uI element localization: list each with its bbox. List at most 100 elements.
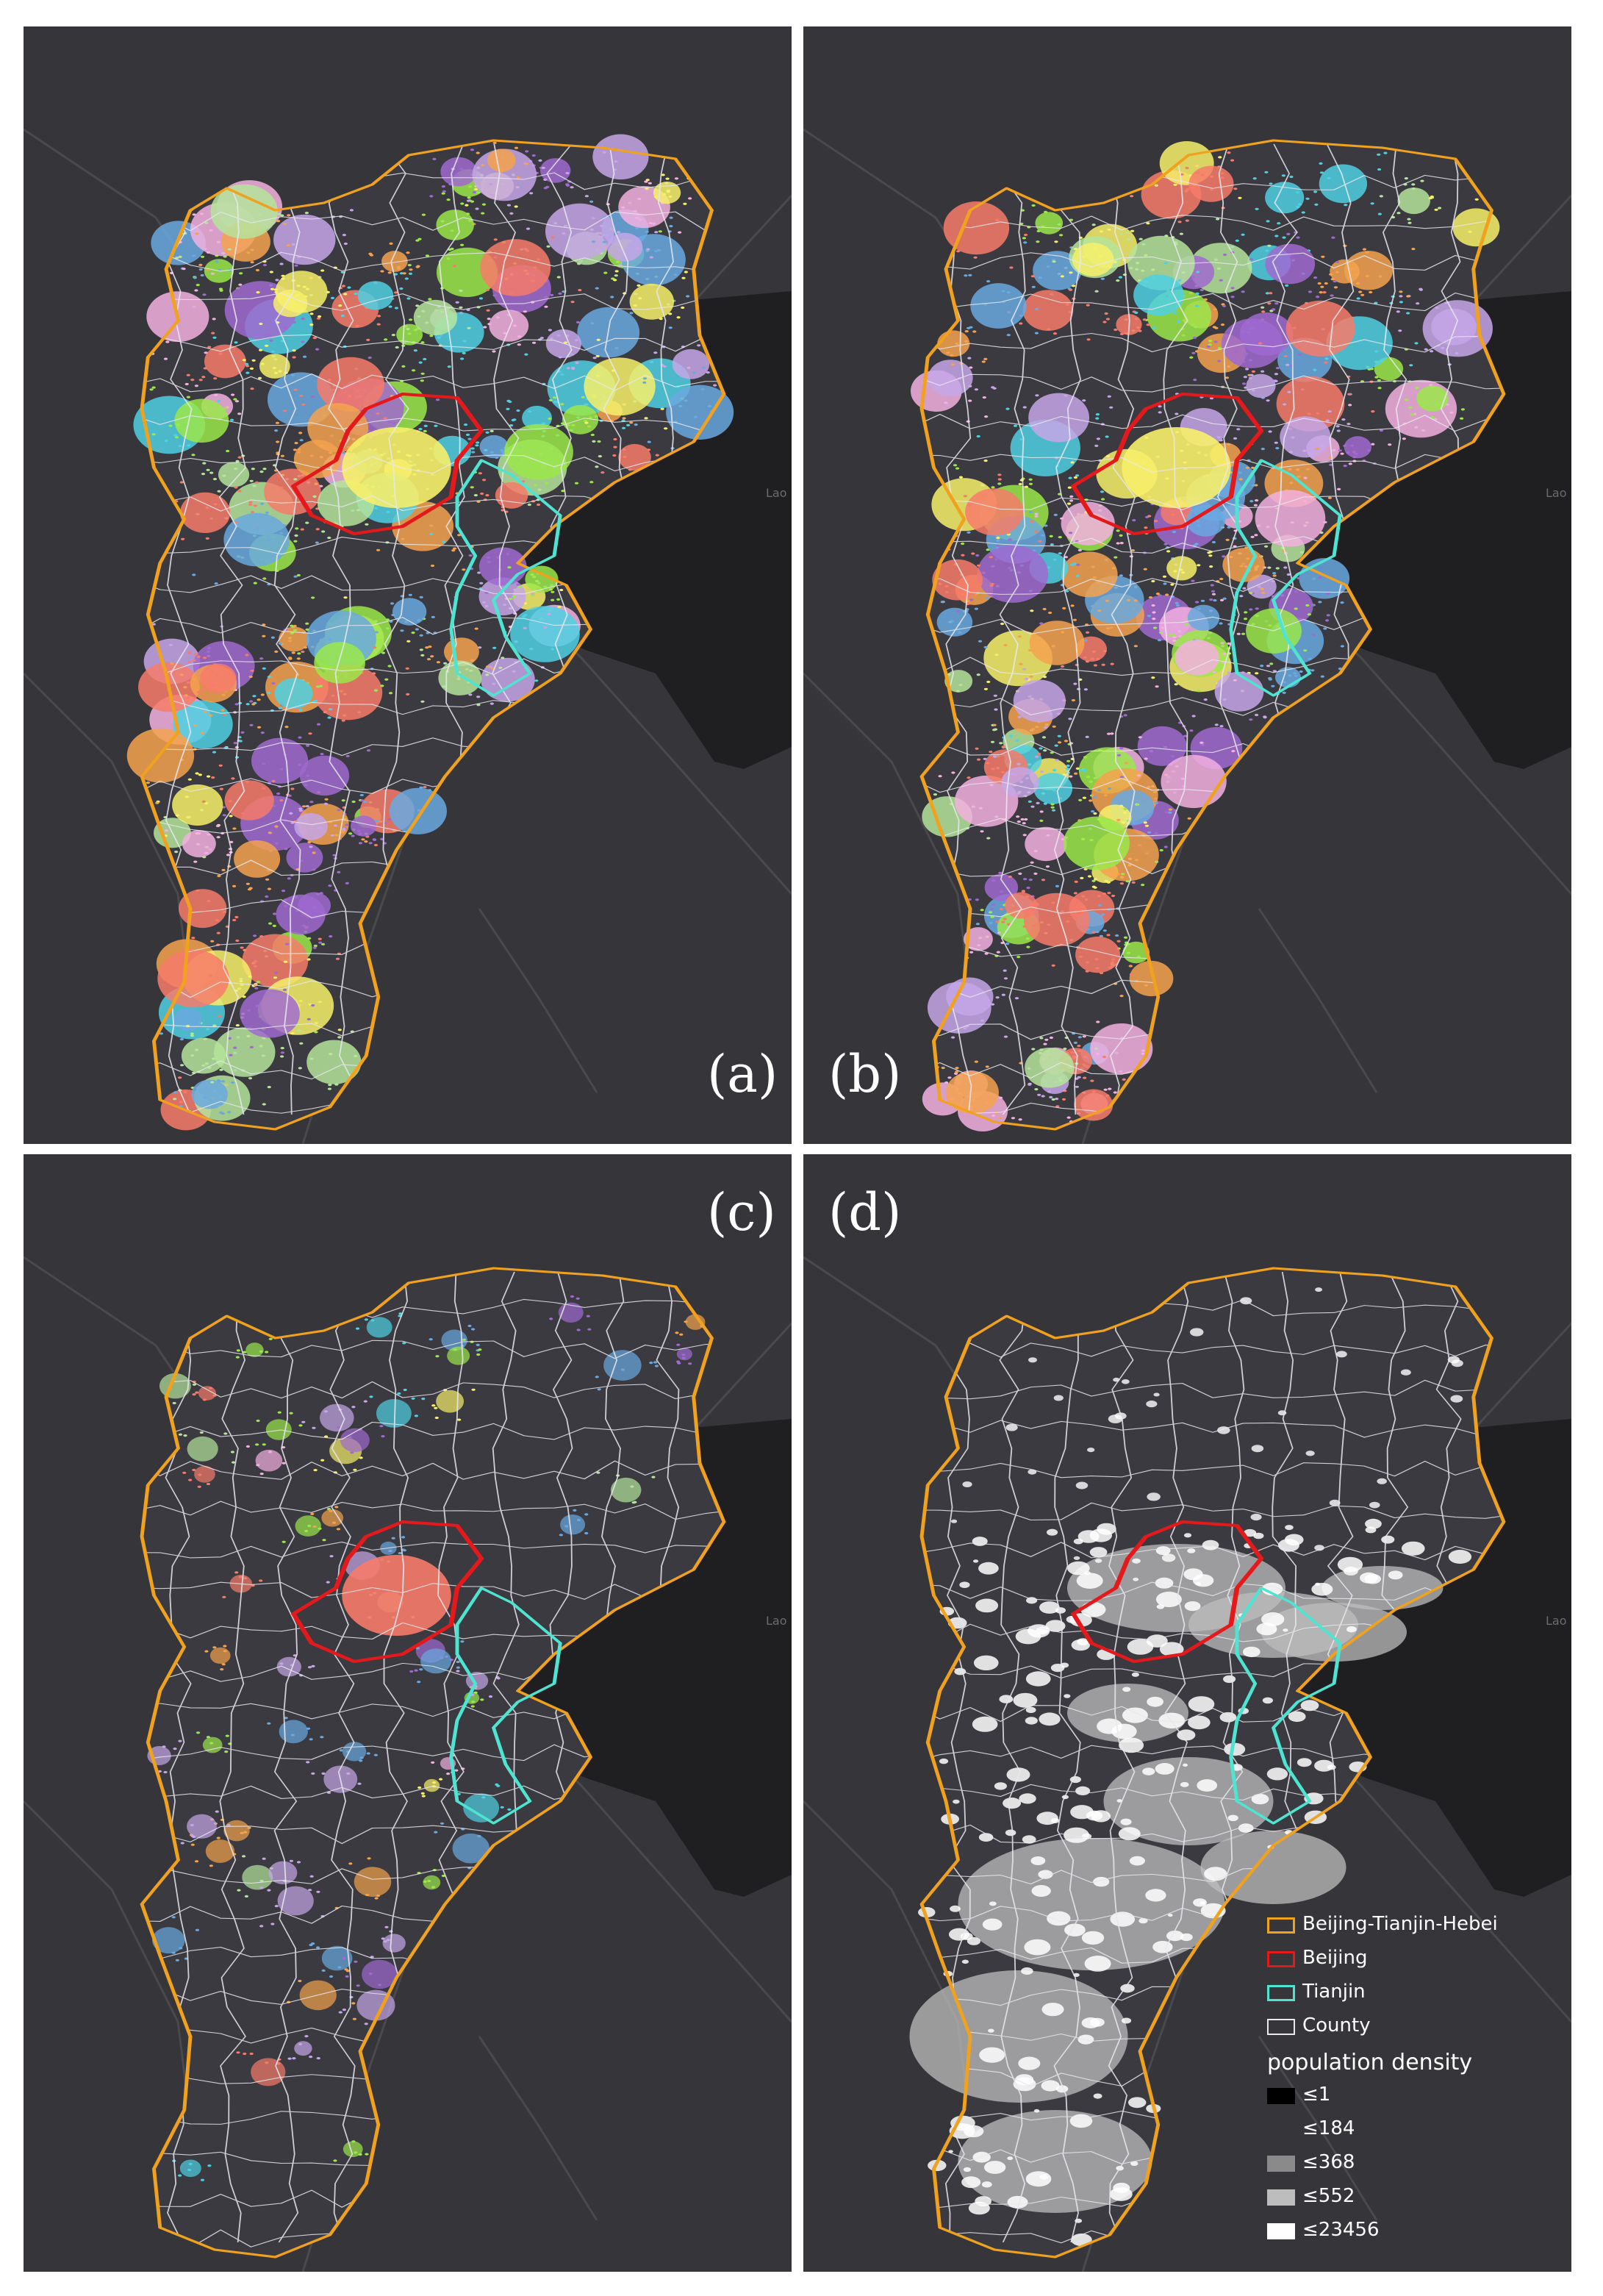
cluster-dot <box>212 478 218 481</box>
cluster-dot <box>985 596 990 599</box>
cluster-dot <box>576 1518 581 1522</box>
cluster-dot <box>512 418 517 421</box>
cluster-dot <box>1043 802 1047 805</box>
cluster-dot <box>297 1029 301 1032</box>
cluster-dot <box>487 323 492 326</box>
cluster-dot <box>1054 240 1058 243</box>
cluster-dot <box>467 185 473 188</box>
cluster-dot <box>1087 875 1092 878</box>
cluster-blob <box>1188 165 1234 202</box>
density-cell <box>1007 2156 1014 2161</box>
cluster-blob <box>436 1390 465 1413</box>
beijing-boundary <box>290 393 484 535</box>
cluster-dot <box>687 1362 692 1365</box>
cluster-dot <box>598 455 603 458</box>
cluster-dot <box>187 2168 192 2172</box>
cluster-dot <box>277 212 281 215</box>
cluster-dot <box>319 911 324 914</box>
cluster-dot <box>514 146 519 149</box>
cluster-dot <box>558 292 562 295</box>
cluster-dot <box>251 511 255 514</box>
cluster-blob <box>1127 235 1195 290</box>
cluster-dot <box>419 1668 423 1671</box>
map-canvas-c: Lao <box>24 1256 792 2272</box>
cluster-dot <box>1005 532 1010 534</box>
density-cell <box>1152 1941 1173 1953</box>
cluster-dot <box>196 1731 201 1734</box>
sea-label: Lao <box>766 1614 787 1628</box>
cluster-dot <box>1030 805 1035 808</box>
cluster-blob <box>1416 385 1449 412</box>
county-line <box>219 1271 246 2243</box>
cluster-dot <box>386 1939 390 1942</box>
cluster-dot <box>456 1666 460 1669</box>
cluster-dot <box>216 1079 221 1082</box>
cluster-dot <box>488 1695 493 1698</box>
cluster-dot <box>1080 876 1084 879</box>
cluster-dot <box>541 166 545 169</box>
cluster-dot <box>483 326 487 329</box>
cluster-dot <box>312 946 317 949</box>
cluster-dot <box>1008 734 1014 737</box>
panel-label-c: (c) <box>707 1182 776 1242</box>
cluster-dot <box>481 1796 486 1799</box>
cluster-dot <box>268 1337 273 1340</box>
cluster-dot <box>476 695 481 698</box>
cluster-dot <box>274 650 279 654</box>
cluster-dot <box>176 1015 181 1019</box>
cluster-blob <box>242 1864 273 1890</box>
cluster-dot <box>1046 1050 1050 1053</box>
cluster-dot <box>1003 1035 1008 1038</box>
cluster-dot <box>1060 275 1065 278</box>
cluster-dot <box>230 1081 235 1084</box>
cluster-dot <box>361 838 365 841</box>
cluster-dot <box>289 812 293 815</box>
cluster-dot <box>173 1091 178 1094</box>
cluster-dot <box>613 446 617 448</box>
cluster-dot <box>259 1579 263 1582</box>
density-cell <box>1285 1525 1294 1531</box>
density-cell <box>972 1716 998 1732</box>
cluster-dot <box>1173 312 1177 315</box>
cluster-blob <box>452 1833 490 1864</box>
cluster-dot <box>294 264 298 267</box>
cluster-dot <box>347 395 352 398</box>
cluster-dot <box>335 957 340 960</box>
cluster-dot <box>634 227 639 230</box>
cluster-dot <box>406 327 410 331</box>
cluster-dot <box>218 352 223 355</box>
cluster-dot <box>496 1784 501 1787</box>
cluster-dot <box>630 1485 634 1488</box>
cluster-dot <box>974 388 979 391</box>
cluster-dot <box>408 272 413 275</box>
cluster-dot <box>1060 517 1064 520</box>
cluster-dot <box>1185 219 1189 222</box>
density-cell <box>1007 2195 1028 2209</box>
cluster-dot <box>1151 579 1155 583</box>
cluster-dot <box>1282 691 1286 694</box>
cluster-dot <box>590 433 595 437</box>
density-cell <box>1155 1546 1171 1556</box>
cluster-dot <box>933 793 938 796</box>
cluster-blob <box>223 512 290 567</box>
cluster-dot <box>995 504 1000 507</box>
cluster-dot <box>1288 674 1292 677</box>
cluster-dot <box>185 696 190 700</box>
cluster-dot <box>1172 530 1177 534</box>
cluster-blob <box>1005 892 1038 919</box>
cluster-dot <box>653 1361 658 1364</box>
cluster-dot <box>583 419 588 423</box>
cluster-dot <box>311 596 315 599</box>
cluster-dot <box>270 287 275 290</box>
cluster-dot <box>279 262 284 265</box>
cluster-dot <box>1105 318 1111 321</box>
cluster-dot <box>1095 581 1100 584</box>
cluster-dot <box>1066 759 1071 762</box>
cluster-blob <box>1344 251 1394 290</box>
cluster-blob <box>245 1342 264 1357</box>
cluster-dot <box>198 263 203 266</box>
cluster-dot <box>1051 964 1055 967</box>
cluster-dot <box>392 422 396 425</box>
cluster-dot <box>692 371 696 374</box>
cluster-dot <box>1441 346 1445 349</box>
